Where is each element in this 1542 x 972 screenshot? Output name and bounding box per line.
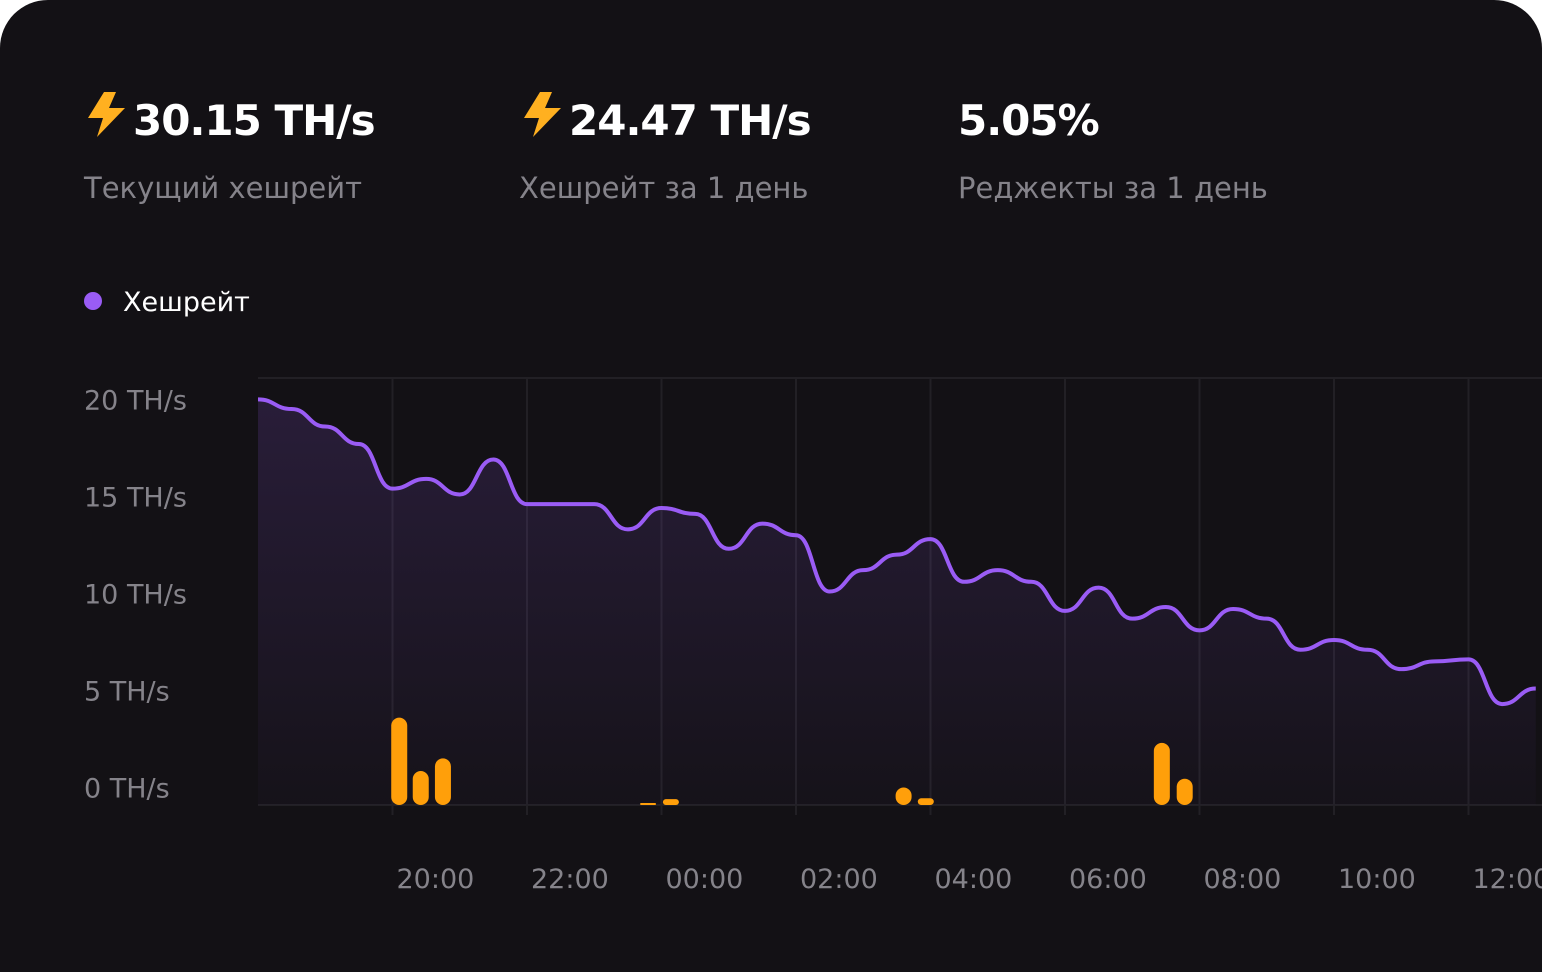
stat-label: Хешрейт за 1 день [519, 171, 808, 205]
stat-label: Реджекты за 1 день [958, 171, 1268, 205]
y-tick-label: 0 TH/s [84, 774, 170, 805]
y-tick-label: 5 TH/s [84, 676, 170, 707]
bar [895, 787, 912, 805]
x-tick-label: 22:00 [531, 864, 609, 895]
x-tick-label: 12:00 [1473, 864, 1542, 895]
bar [1153, 742, 1170, 805]
stat-value: 24.47 TH/s [569, 96, 811, 145]
legend-marker [84, 292, 102, 310]
bar [434, 758, 451, 805]
x-tick-label: 08:00 [1204, 864, 1282, 895]
x-tick-label: 04:00 [935, 864, 1013, 895]
bar [1176, 778, 1193, 805]
y-tick-label: 15 TH/s [84, 482, 187, 513]
x-tick-label: 10:00 [1338, 864, 1416, 895]
area [258, 399, 1536, 805]
bar [917, 798, 934, 805]
y-tick-label: 20 TH/s [84, 385, 187, 416]
stat-value: 5.05% [958, 96, 1099, 145]
stat-value: 30.15 TH/s [133, 96, 375, 145]
bolt-icon [88, 92, 125, 137]
bar [412, 771, 429, 805]
x-tick-label: 06:00 [1069, 864, 1147, 895]
y-tick-label: 10 TH/s [84, 579, 187, 610]
bolt-icon [524, 92, 561, 137]
bar [640, 803, 657, 805]
legend-label: Хешрейт [123, 287, 250, 318]
bar [391, 717, 408, 805]
bar [662, 799, 679, 805]
stat-label: Текущий хешрейт [83, 171, 362, 205]
x-tick-label: 20:00 [397, 864, 475, 895]
line [257, 397, 1536, 707]
x-tick-label: 00:00 [666, 864, 744, 895]
x-tick-label: 02:00 [800, 864, 878, 895]
